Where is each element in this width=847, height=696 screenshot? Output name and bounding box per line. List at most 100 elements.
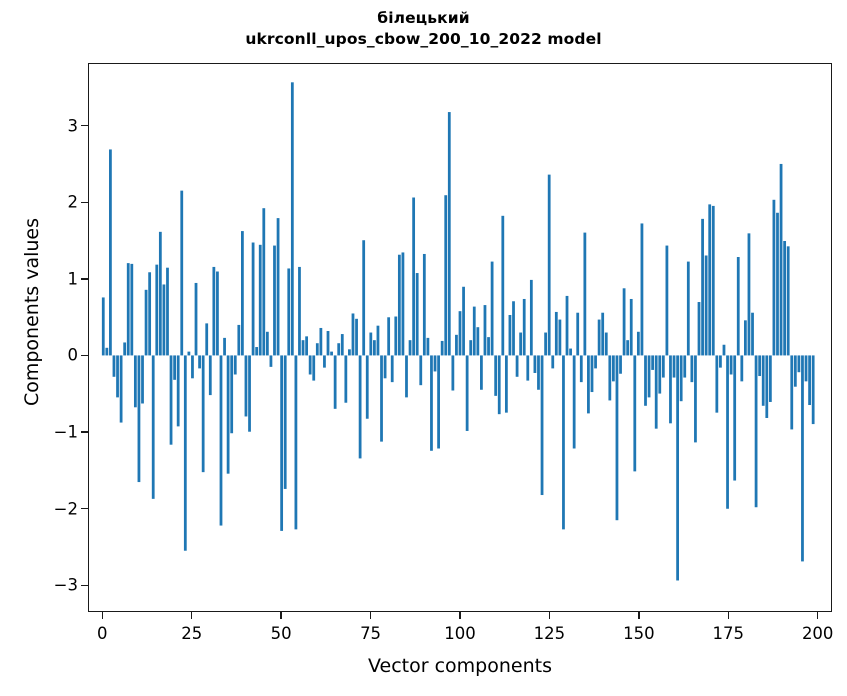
y-axis-label: Components values	[21, 217, 43, 407]
bar	[533, 355, 537, 373]
bar	[629, 298, 633, 356]
bar	[758, 355, 762, 377]
bar	[344, 355, 348, 403]
bar	[501, 215, 505, 356]
bar	[729, 355, 733, 375]
x-tick-mark	[548, 612, 551, 619]
bar	[811, 355, 815, 425]
bar	[237, 324, 241, 356]
figure-title-line-2: ukrconll_upos_cbow_200_10_2022 model	[245, 29, 602, 48]
bar	[109, 149, 112, 356]
bar	[719, 355, 722, 368]
bar	[194, 282, 198, 356]
bar	[676, 355, 679, 581]
bar	[340, 334, 344, 356]
bar	[426, 337, 430, 356]
bar	[141, 355, 144, 404]
bar	[169, 355, 173, 445]
bar	[562, 355, 565, 530]
y-tick-mark	[81, 125, 88, 127]
bar	[312, 355, 316, 381]
bar	[283, 355, 287, 489]
bar	[308, 355, 312, 375]
bar	[576, 312, 580, 356]
bar	[726, 355, 729, 509]
bar	[697, 302, 701, 356]
bar	[765, 355, 769, 418]
x-tick-label: 125	[533, 624, 566, 643]
x-tick-label: 75	[360, 624, 382, 643]
x-tick-label: 25	[181, 624, 203, 643]
bar	[665, 245, 669, 356]
bar	[522, 298, 526, 356]
bar	[636, 331, 640, 356]
bar	[290, 82, 294, 356]
x-tick-mark	[638, 612, 640, 619]
bar	[305, 336, 308, 356]
bar	[244, 355, 248, 417]
bar	[512, 301, 515, 356]
bar	[201, 355, 205, 473]
bar	[112, 355, 116, 377]
y-tick-mark	[81, 431, 88, 433]
bar	[176, 355, 180, 427]
y-tick-mark	[81, 278, 88, 280]
bar	[669, 355, 672, 424]
bar	[590, 355, 594, 393]
bar	[715, 355, 719, 413]
x-tick-label: 50	[270, 624, 292, 643]
bar	[123, 342, 127, 356]
bar	[158, 231, 162, 356]
bar	[601, 312, 605, 356]
bar	[754, 355, 758, 508]
figure-title: білецький ukrconll_upos_cbow_200_10_2022…	[0, 8, 847, 50]
bar	[187, 351, 191, 356]
bar	[280, 355, 284, 531]
x-tick-mark	[280, 612, 282, 619]
bar	[137, 355, 141, 483]
bar	[362, 240, 366, 356]
bar	[694, 355, 697, 443]
bar	[405, 355, 408, 398]
bar	[269, 355, 273, 367]
bar	[786, 246, 790, 356]
bar	[615, 355, 619, 521]
bar	[126, 263, 130, 356]
bar	[651, 355, 655, 370]
bar	[212, 266, 216, 356]
bar	[105, 347, 109, 356]
bar	[155, 264, 159, 356]
bar	[594, 355, 597, 369]
bar	[372, 340, 376, 356]
bar	[262, 208, 266, 356]
bar	[433, 355, 437, 372]
bar	[440, 340, 444, 356]
bar	[661, 355, 665, 378]
bar	[205, 323, 209, 356]
bar	[355, 318, 358, 356]
bar	[469, 340, 473, 356]
bar	[116, 355, 119, 398]
bar	[526, 355, 530, 381]
bar	[515, 355, 519, 377]
bar	[708, 204, 712, 356]
bar	[144, 289, 148, 356]
bar	[529, 279, 533, 356]
bar	[776, 212, 779, 356]
bar	[740, 355, 744, 382]
bar	[408, 340, 412, 356]
bar	[444, 195, 448, 356]
bar	[558, 319, 562, 356]
bar	[315, 343, 319, 356]
bar	[761, 355, 765, 406]
bar	[133, 355, 137, 408]
bar-series-svg	[101, 82, 815, 581]
bar	[348, 349, 351, 356]
bar	[736, 257, 740, 356]
bar	[180, 190, 184, 356]
bar	[604, 332, 608, 356]
x-tick-mark	[191, 612, 193, 619]
bar	[569, 348, 572, 356]
x-tick-mark	[816, 612, 819, 619]
